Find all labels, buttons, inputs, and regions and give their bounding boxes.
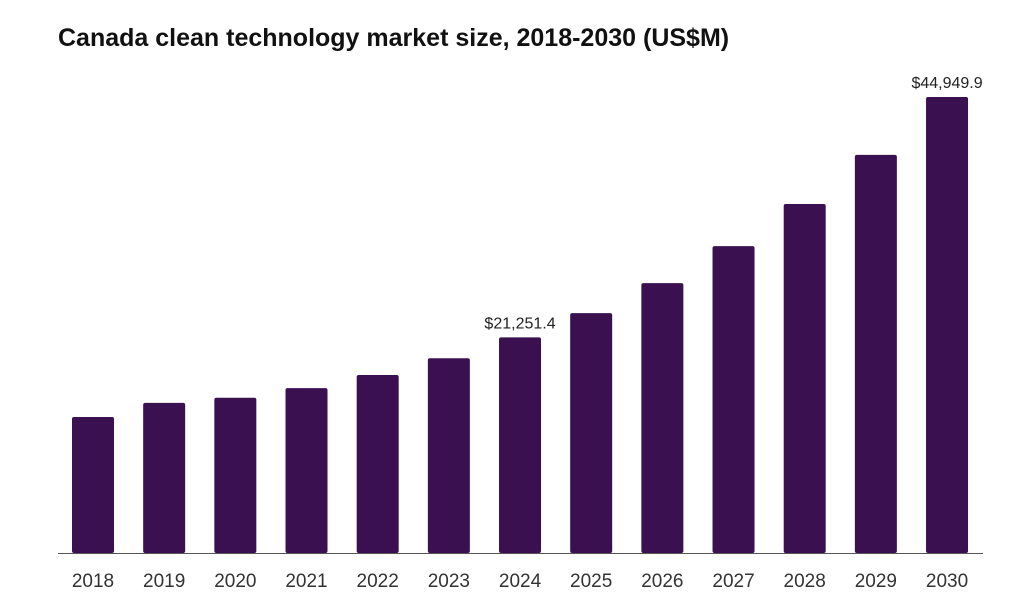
x-tick-label: 2025 xyxy=(570,571,612,592)
bar-2027 xyxy=(712,246,755,554)
x-tick-label: 2030 xyxy=(926,571,968,592)
bar-2024 xyxy=(499,337,542,553)
x-tick-label: 2026 xyxy=(641,571,683,592)
x-tick-label: 2022 xyxy=(357,571,399,592)
bar-2023 xyxy=(427,358,470,553)
bar-2021 xyxy=(285,388,328,553)
x-tick-label: 2019 xyxy=(143,571,185,592)
bar-2030 xyxy=(926,97,969,553)
x-tick-label: 2018 xyxy=(72,571,114,592)
data-label-2024: $21,251.4 xyxy=(484,315,555,332)
bar-2019 xyxy=(143,402,186,553)
x-tick-label: 2020 xyxy=(214,571,256,592)
chart-title: Canada clean technology market size, 201… xyxy=(58,24,730,52)
bar-2028 xyxy=(783,204,826,553)
bar-2025 xyxy=(570,313,613,553)
data-label-2030: $44,949.9 xyxy=(911,75,982,92)
bar-2029 xyxy=(854,154,897,553)
x-tick-label: 2024 xyxy=(499,571,542,592)
x-tick-label: 2029 xyxy=(855,571,897,592)
x-tick-label: 2021 xyxy=(285,571,327,592)
x-tick-label: 2023 xyxy=(428,571,470,592)
x-tick-label: 2028 xyxy=(784,571,826,592)
bar-2026 xyxy=(641,283,684,553)
x-tick-label: 2027 xyxy=(712,571,754,592)
bar-2022 xyxy=(356,374,399,553)
bar-2018 xyxy=(72,417,114,553)
bar-2020 xyxy=(214,397,257,553)
